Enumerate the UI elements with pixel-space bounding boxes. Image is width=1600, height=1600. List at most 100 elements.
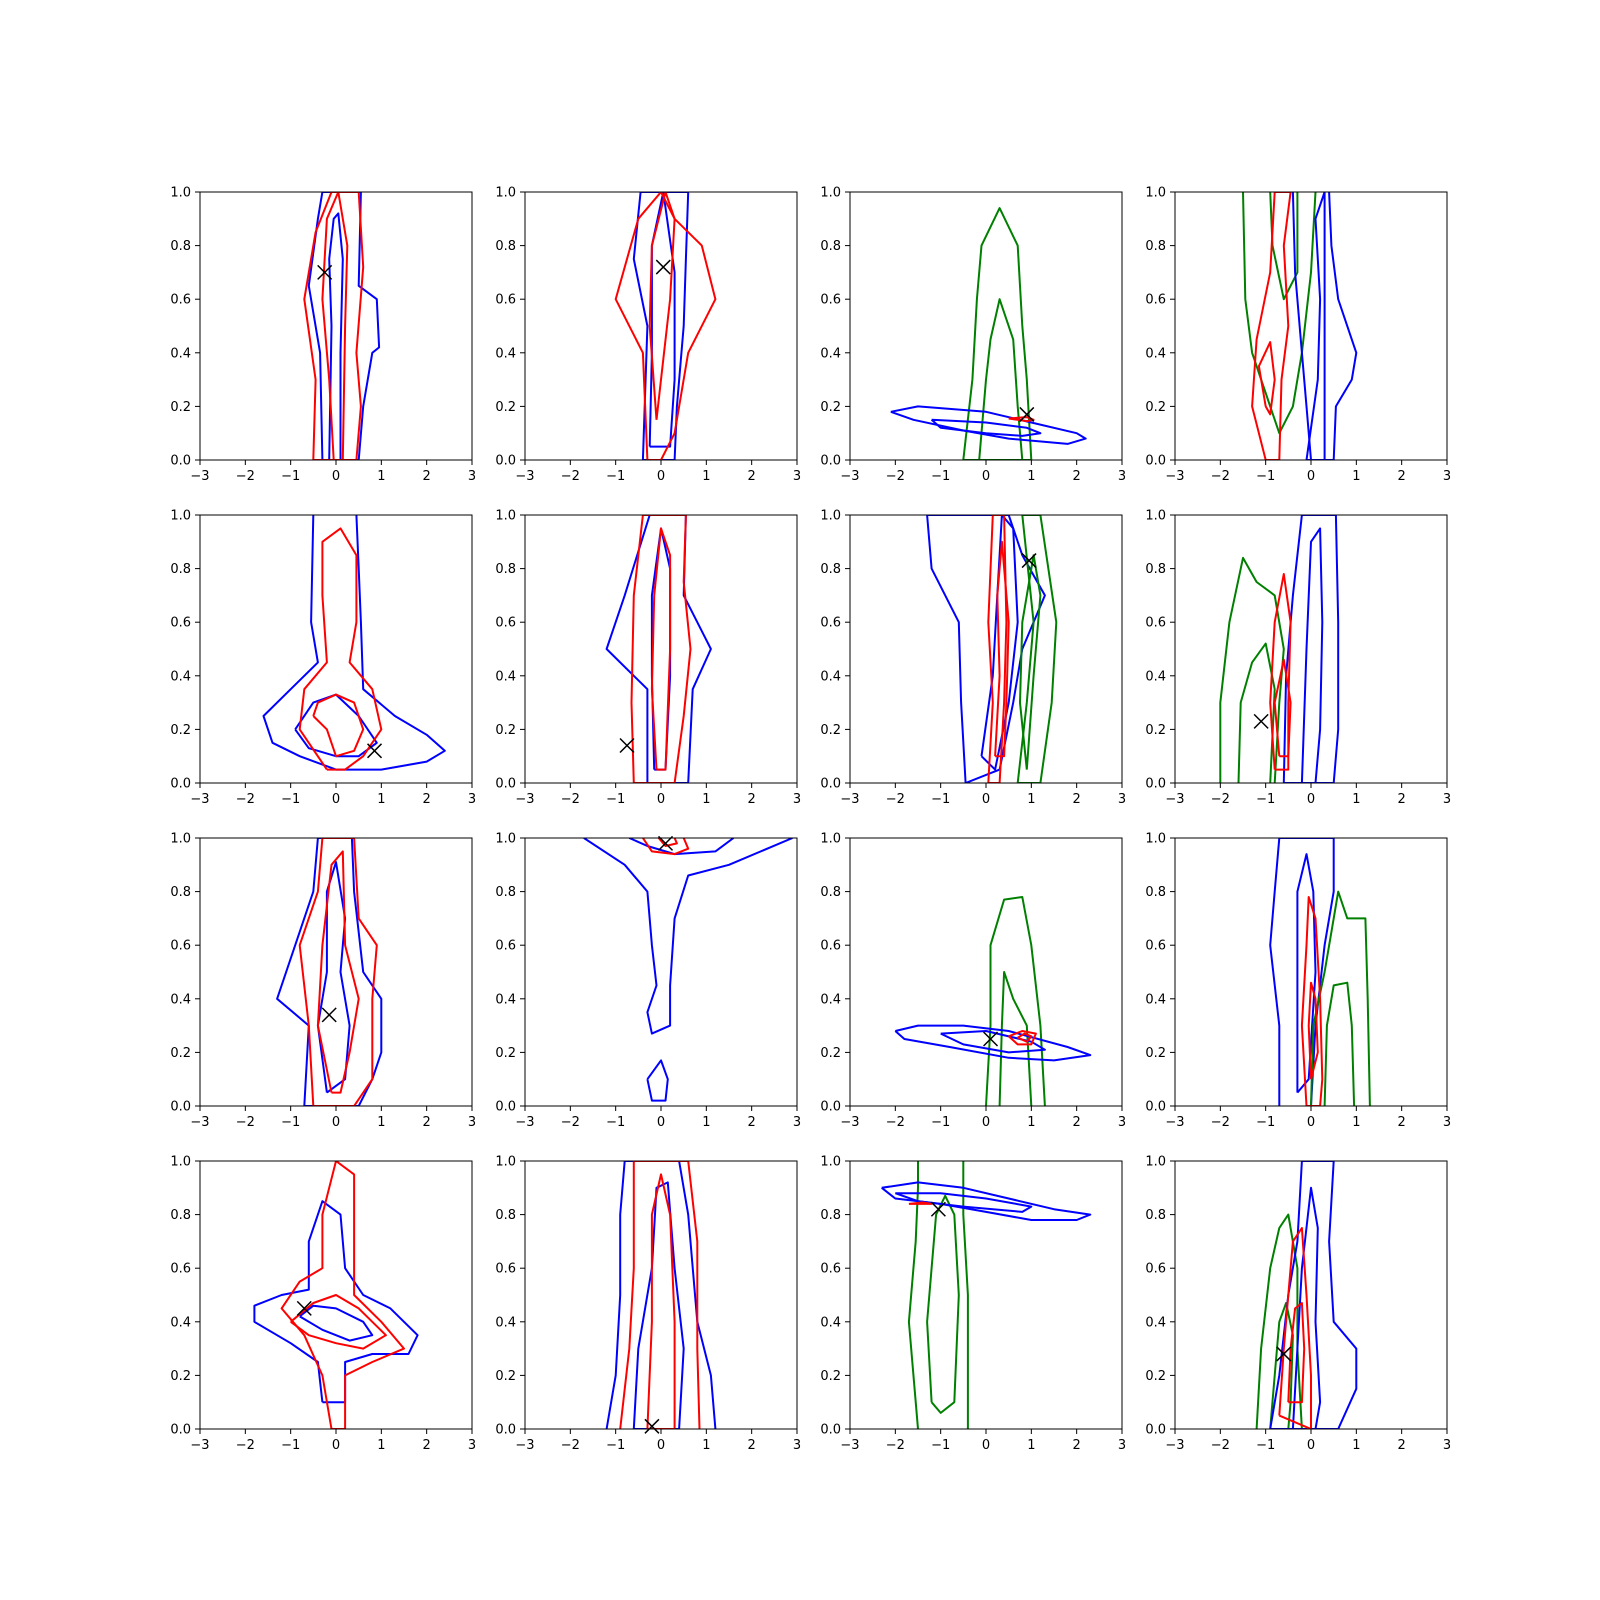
x-tick-label: −1 [606, 1438, 625, 1453]
axes-frame [524, 514, 798, 784]
x-tick-label: 0 [657, 1438, 665, 1453]
x-tick-label: −1 [281, 469, 300, 484]
y-tick-label: 0.4 [1145, 346, 1166, 361]
y-tick-label: 0.8 [820, 239, 841, 254]
contour-group [605, 1161, 717, 1429]
x-tick-label: −2 [236, 469, 255, 484]
red-contour-line [298, 527, 383, 771]
subplot-4-1: −3 −2 −1 0 1 2 3 0.0 0.2 0.4 0.6 0.8 1.0 [170, 1155, 476, 1454]
y-tick-label: 0.8 [170, 885, 191, 900]
x-tick-label: 0 [1307, 792, 1315, 807]
blue-contour-line [1300, 527, 1324, 783]
red-contour-line [312, 693, 365, 758]
x-tick-label: −1 [1256, 1438, 1275, 1453]
x-tick-label: 3 [793, 1438, 801, 1453]
blue-contour-line [1305, 192, 1326, 460]
red-contour-line [1257, 341, 1276, 416]
y-tick-label: 0.6 [495, 616, 516, 631]
x-tick-label: 1 [1027, 792, 1035, 807]
x-tick-label: 3 [1443, 792, 1451, 807]
y-tick-label: 0.8 [1145, 885, 1166, 900]
red-contour-line [303, 192, 365, 460]
y-tick-label: 0.2 [1145, 400, 1166, 415]
x-tick-label: −3 [1165, 469, 1184, 484]
y-tick-label: 0.2 [495, 723, 516, 738]
contour-group [1219, 515, 1340, 783]
y-tick-label: 0.2 [820, 1046, 841, 1061]
y-tick-label: 0.8 [495, 239, 516, 254]
y-tick-label: 0.0 [820, 454, 841, 469]
red-contour-line [1251, 192, 1292, 460]
blue-contour-line [894, 1024, 1092, 1062]
blue-contour-line [930, 418, 1042, 437]
x-tick-label: 2 [1398, 1115, 1406, 1130]
x-tick-label: 3 [1118, 792, 1126, 807]
x-tick-label: −3 [840, 792, 859, 807]
y-tick-label: 0.0 [820, 777, 841, 792]
y-tick-label: 0.4 [170, 346, 191, 361]
x-tick-label: 0 [332, 1115, 340, 1130]
red-contour-line [1287, 1302, 1306, 1404]
y-tick-label: 0.0 [495, 454, 516, 469]
axes-frame [849, 191, 1123, 461]
x-marker [1253, 713, 1269, 729]
x-tick-label: −3 [840, 1438, 859, 1453]
x-tick-label: 2 [1073, 1438, 1081, 1453]
x-tick-label: 3 [1443, 1115, 1451, 1130]
y-tick-label: 0.0 [1145, 777, 1166, 792]
y-tick-label: 0.0 [1145, 1100, 1166, 1115]
y-tick-label: 0.2 [1145, 1046, 1166, 1061]
y-tick-label: 0.0 [1145, 454, 1166, 469]
y-tick-label: 0.6 [170, 293, 191, 308]
y-tick-label: 1.0 [495, 832, 516, 847]
contour-group [605, 515, 712, 783]
contour-group [276, 838, 383, 1106]
y-tick-label: 0.6 [1145, 616, 1166, 631]
subplot-3-2: −3 −2 −1 0 1 2 3 0.0 0.2 0.4 0.6 0.8 1.0 [495, 832, 801, 1131]
x-tick-label: 1 [377, 469, 385, 484]
subplot-3-3: −3 −2 −1 0 1 2 3 0.0 0.2 0.4 0.6 0.8 1.0 [820, 832, 1126, 1131]
blue-contour-line [881, 1181, 1092, 1221]
x-tick-label: 1 [377, 792, 385, 807]
blue-contour-line [307, 192, 381, 460]
y-tick-label: 0.2 [170, 1046, 191, 1061]
y-tick-label: 0.8 [1145, 239, 1166, 254]
x-tick-label: 0 [1307, 1438, 1315, 1453]
y-tick-label: 0.8 [820, 1208, 841, 1223]
x-tick-label: 2 [1398, 1438, 1406, 1453]
y-tick-label: 0.6 [1145, 1262, 1166, 1277]
x-tick-label: −3 [190, 469, 209, 484]
x-marker [296, 1300, 312, 1316]
y-tick-label: 0.6 [170, 939, 191, 954]
green-contour-line [1242, 192, 1317, 435]
x-tick-label: −2 [886, 469, 905, 484]
green-contour-line [926, 1194, 960, 1414]
x-tick-label: 1 [1352, 792, 1360, 807]
contour-group [1255, 1161, 1358, 1429]
subplot-1-1: −3 −2 −1 0 1 2 3 0.0 0.2 0.4 0.6 0.8 1.0 [170, 186, 476, 485]
y-tick-label: 0.2 [170, 400, 191, 415]
x-tick-label: 3 [793, 469, 801, 484]
x-marker [644, 1418, 660, 1434]
y-tick-label: 0.8 [1145, 562, 1166, 577]
y-tick-label: 0.6 [495, 1262, 516, 1277]
contour-group [881, 1161, 1092, 1429]
x-tick-label: 2 [1073, 792, 1081, 807]
x-tick-label: −1 [931, 469, 950, 484]
y-tick-label: 0.6 [820, 293, 841, 308]
x-tick-label: 2 [748, 469, 756, 484]
y-tick-label: 0.6 [820, 939, 841, 954]
blue-contour-line [328, 212, 344, 460]
x-tick-label: −3 [190, 1115, 209, 1130]
red-contour-line [614, 192, 717, 460]
x-tick-label: −1 [1256, 1115, 1275, 1130]
x-tick-label: 3 [468, 792, 476, 807]
green-contour-line [985, 896, 1046, 1106]
y-tick-label: 1.0 [820, 1155, 841, 1170]
red-contour-line [1300, 896, 1324, 1106]
y-tick-label: 0.8 [170, 562, 191, 577]
y-tick-label: 0.2 [1145, 723, 1166, 738]
blue-contour-line [1291, 1186, 1322, 1429]
x-tick-label: −2 [1211, 469, 1230, 484]
x-tick-label: 0 [332, 792, 340, 807]
